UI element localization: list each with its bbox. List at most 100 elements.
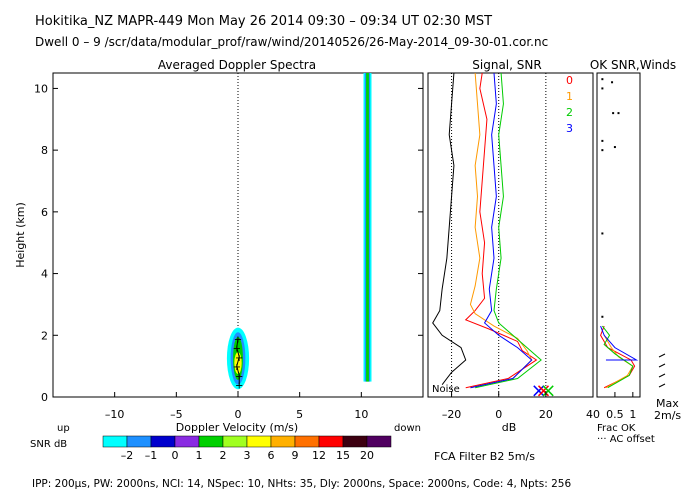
y-tick-label-5: 10 [34, 82, 48, 95]
spectra-peak-trace [236, 338, 240, 385]
legend-3: 3 [566, 122, 573, 135]
ac-dot-0 [601, 78, 604, 81]
colorbar-swatch-0 [102, 435, 128, 448]
colorbar-swatch-3 [174, 435, 200, 448]
ok-series-3 [600, 325, 639, 361]
legend-1: 1 [566, 90, 573, 103]
spectra-peak-marker-1: + [235, 371, 243, 382]
snr-x-tick-label-2: 20 [539, 408, 553, 421]
colorbar-tick-1: –1 [145, 449, 158, 462]
x-axis-label: Doppler Velocity (m/s) [176, 421, 298, 434]
colorbar-swatch-5 [222, 435, 248, 448]
colorbar-swatch-7 [270, 435, 296, 448]
snr-x-tick-label-0: –20 [442, 408, 462, 421]
snr-cross-b-2 [542, 385, 554, 397]
spectra-peak-marker-4: + [233, 344, 241, 355]
snr-panel-frame [427, 72, 594, 398]
spectra-band-2 [366, 73, 369, 382]
colorbar-snr-label: SNR dB [30, 439, 67, 450]
x-tick-label-1: –5 [170, 408, 183, 421]
fca-filter-label: FCA Filter B2 5m/s [434, 450, 535, 463]
footer-params: IPP: 200µs, PW: 2000ns, NCI: 14, NSpec: … [32, 478, 571, 490]
ac-dot-1 [601, 87, 604, 90]
snr-series-0 [464, 72, 538, 389]
wind-dot-3 [613, 146, 616, 149]
colorbar-tick-3: 1 [196, 449, 203, 462]
noise-label: Noise [432, 384, 460, 395]
max-value-label: 2m/s [654, 409, 681, 422]
snr-x-tick-label-3: 40 [586, 408, 600, 421]
ac-dot-2 [601, 139, 604, 142]
colorbar-tick-8: 12 [312, 449, 326, 462]
ac-dot-4 [601, 232, 604, 235]
snr-series-1 [469, 72, 533, 389]
colorbar-tick-6: 6 [268, 449, 275, 462]
colorbar-swatch-11 [366, 435, 392, 448]
wind-barb-3 [658, 383, 666, 388]
colorbar-tick-9: 15 [336, 449, 350, 462]
wind-barb-2 [658, 373, 666, 378]
colorbar-tick-5: 3 [244, 449, 251, 462]
snr-cross-b-0 [533, 385, 545, 397]
wind-dot-2 [617, 112, 620, 115]
legend-2: 2 [566, 106, 573, 119]
colorbar-swatch-10 [342, 435, 368, 448]
legend-0: 0 [566, 74, 573, 87]
snr-x-tick-label-1: 0 [495, 408, 502, 421]
colorbar-swatch-9 [318, 435, 344, 448]
spectra-title: Averaged Doppler Spectra [158, 58, 316, 72]
y-tick-label-4: 8 [41, 144, 48, 157]
spectra-peak-marker-0: + [235, 381, 243, 392]
snr-series-2 [475, 72, 542, 389]
oksnr-plot-area: 0.5 1 [600, 78, 666, 421]
wind-barb-0 [658, 353, 666, 358]
x-tick-label-0: –10 [105, 408, 125, 421]
y-axis-label: Height (km) [14, 202, 27, 268]
ok-series-1 [603, 335, 634, 389]
ac-dot-5 [601, 315, 604, 318]
colorbar-tick-2: 0 [172, 449, 179, 462]
ok-x-tick-label-0: 0.5 [606, 408, 624, 421]
colorbar-tick-10: 20 [360, 449, 374, 462]
x-tick-label-3: 5 [296, 408, 303, 421]
colorbar-swatch-6 [246, 435, 272, 448]
colorbar-swatch-1 [126, 435, 152, 448]
oksnr-panel-frame [596, 72, 641, 398]
y-tick-label-2: 4 [41, 268, 48, 281]
spectra-peak-marker-5: + [234, 334, 242, 345]
snr-title: Signal, SNR [472, 58, 541, 72]
snr-plot-area: –20 0 20 40 [432, 72, 600, 421]
ok-series-2 [601, 325, 634, 389]
x-tick-label-2: 0 [235, 408, 242, 421]
wind-dot-1 [612, 112, 615, 115]
header-title: Hokitika_NZ MAPR-449 Mon May 26 2014 09:… [35, 14, 492, 29]
snr-cross-b-1 [537, 385, 550, 397]
y-tick-label-1: 2 [41, 329, 48, 342]
colorbar-swatch-2 [150, 435, 176, 448]
frac-ok-label: Frac OK [597, 423, 636, 434]
colorbar-tick-7: 9 [292, 449, 299, 462]
wind-barb-1 [658, 363, 666, 368]
y-tick-label-3: 6 [41, 206, 48, 219]
snr-x-label: dB [502, 421, 517, 434]
colorbar-up-label: up [57, 423, 70, 434]
spectra-peak-marker-3: + [235, 353, 243, 364]
colorbar-tick-0: –2 [121, 449, 134, 462]
ok-x-tick-label-1: 1 [629, 408, 636, 421]
colorbar-swatch-8 [294, 435, 320, 448]
wind-dot-0 [611, 81, 614, 84]
spectra-plot-area: ++++++ [226, 73, 372, 397]
snr-colorbar: –2 –1 0 1 2 3 6 9 12 15 20 [102, 435, 392, 462]
ac-dot-3 [601, 149, 604, 152]
oksnr-title: OK SNR,Winds [590, 58, 676, 72]
ac-offset-label: ··· AC offset [597, 434, 655, 445]
colorbar-tick-4: 2 [220, 449, 227, 462]
spectra-axes: 0 2 4 6 8 10 –10 –5 0 5 10 [34, 82, 423, 421]
colorbar-down-label: down [394, 423, 421, 434]
snr-series-3 [470, 72, 533, 389]
x-tick-label-4: 10 [354, 408, 368, 421]
spectra-peak-marker-2: + [233, 362, 241, 373]
ok-series-0 [600, 325, 636, 389]
